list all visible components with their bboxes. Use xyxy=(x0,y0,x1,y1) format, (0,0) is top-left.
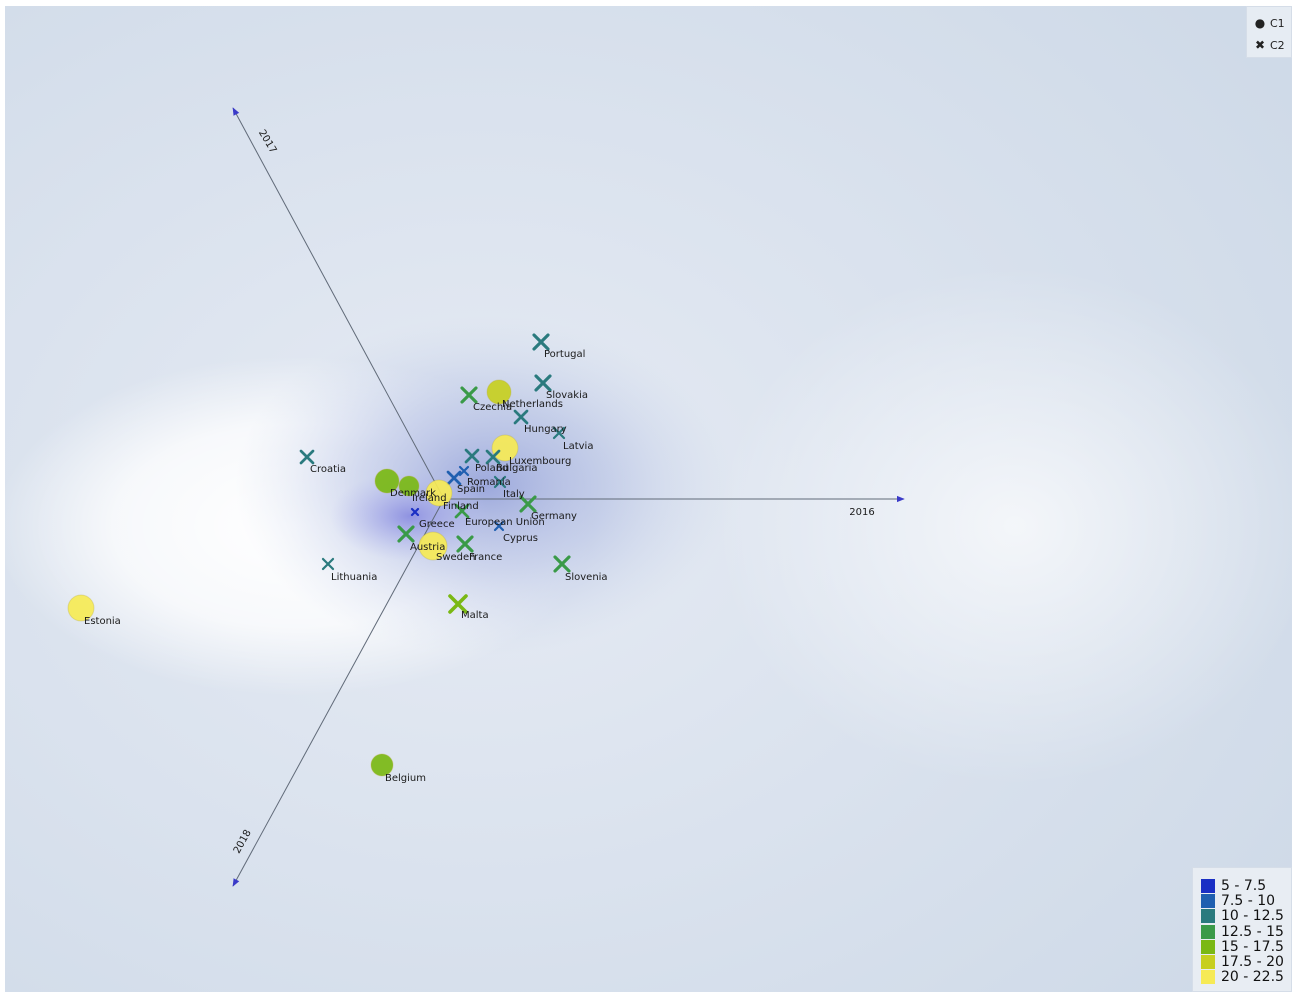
point-label-latvia: Latvia xyxy=(563,441,593,452)
scale-item: 15 - 17.5 xyxy=(1201,939,1291,954)
scale-label: 12.5 - 15 xyxy=(1221,924,1284,940)
point-label-italy: Italy xyxy=(503,489,525,500)
point-label-ireland: Ireland xyxy=(412,493,447,504)
point-label-lithuania: Lithuania xyxy=(331,572,377,583)
scale-swatch xyxy=(1201,925,1215,939)
legend-label: C1 xyxy=(1270,17,1285,30)
point-label-slovenia: Slovenia xyxy=(565,572,608,583)
point-label-greece: Greece xyxy=(419,519,455,530)
point-label-malta: Malta xyxy=(461,610,489,621)
point-label-spain: Spain xyxy=(457,484,485,495)
scale-item: 12.5 - 15 xyxy=(1201,924,1291,939)
scale-item: 10 - 12.5 xyxy=(1201,909,1291,924)
scale-label: 20 - 22.5 xyxy=(1221,969,1284,985)
scale-label: 15 - 17.5 xyxy=(1221,939,1284,955)
scale-label: 5 - 7.5 xyxy=(1221,878,1266,894)
point-label-european-union: European Union xyxy=(465,517,545,528)
scale-swatch xyxy=(1201,970,1215,984)
circle-icon: ● xyxy=(1253,16,1267,30)
legend-label: C2 xyxy=(1270,39,1285,52)
scale-item: 7.5 - 10 xyxy=(1201,893,1291,908)
scale-swatch xyxy=(1201,955,1215,969)
point-label-portugal: Portugal xyxy=(544,349,585,360)
scale-label: 7.5 - 10 xyxy=(1221,893,1275,909)
scale-swatch xyxy=(1201,909,1215,923)
cross-icon: ✖ xyxy=(1253,38,1267,52)
legend-item-c2: ✖ C2 xyxy=(1253,34,1291,56)
scale-item: 5 - 7.5 xyxy=(1201,878,1291,893)
scale-label: 10 - 12.5 xyxy=(1221,908,1284,924)
point-label-belgium: Belgium xyxy=(385,773,426,784)
point-label-netherlands: Netherlands xyxy=(502,399,563,410)
legend-item-c1: ● C1 xyxy=(1253,12,1291,34)
axis-label-2016: 2016 xyxy=(849,507,874,518)
point-label-croatia: Croatia xyxy=(310,464,346,475)
point-label-estonia: Estonia xyxy=(84,616,121,627)
point-label-france: France xyxy=(469,552,502,563)
point-label-poland: Poland xyxy=(475,463,508,474)
point-label-finland: Finland xyxy=(443,501,479,512)
color-scale-legend: 5 - 7.5 7.5 - 10 10 - 12.5 12.5 - 15 15 … xyxy=(1192,867,1292,992)
point-label-cyprus: Cyprus xyxy=(503,533,538,544)
scale-swatch xyxy=(1201,940,1215,954)
cluster-legend: ● C1 ✖ C2 xyxy=(1246,6,1292,58)
scale-item: 17.5 - 20 xyxy=(1201,954,1291,969)
density-light-region xyxy=(715,266,1292,786)
scale-label: 17.5 - 20 xyxy=(1221,954,1284,970)
scale-swatch xyxy=(1201,879,1215,893)
scale-swatch xyxy=(1201,894,1215,908)
scale-item: 20 - 22.5 xyxy=(1201,970,1291,985)
point-label-hungary: Hungary xyxy=(524,424,567,435)
